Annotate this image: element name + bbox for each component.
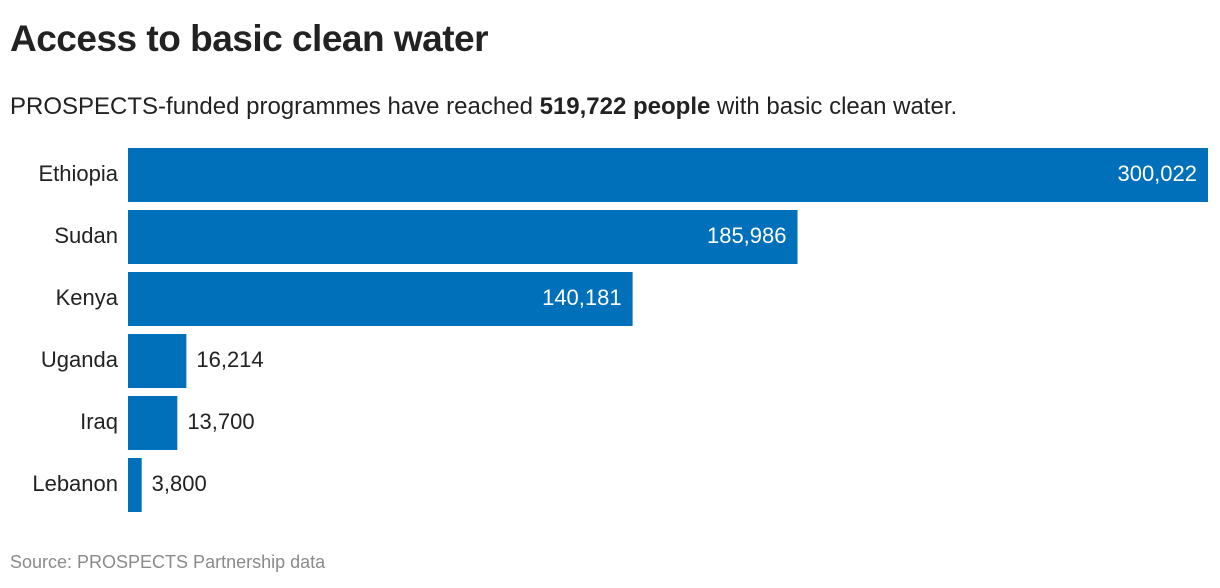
value-label: 16,214	[196, 347, 263, 372]
category-label: Ethiopia	[38, 161, 118, 186]
chart-title: Access to basic clean water	[10, 18, 489, 59]
category-label: Lebanon	[32, 471, 118, 496]
chart-source: Source: PROSPECTS Partnership data	[10, 552, 326, 572]
chart: Ethiopia 300,022 Sudan 185,986 Kenya 140,181 U…	[32, 148, 1208, 512]
value-label: 300,022	[1117, 161, 1197, 186]
bar	[128, 148, 1208, 202]
value-label: 140,181	[542, 285, 622, 310]
category-label: Kenya	[56, 285, 119, 310]
subtitle-text: PROSPECTS-funded programmes have reached	[10, 93, 533, 120]
bar	[128, 396, 178, 450]
bar	[128, 458, 142, 512]
category-label: Sudan	[54, 223, 118, 248]
subtitle-highlight: 519,722 people	[539, 93, 711, 120]
value-label: 185,986	[707, 223, 787, 248]
category-label: Uganda	[41, 347, 119, 372]
value-label: 13,700	[187, 409, 254, 434]
bar	[128, 210, 798, 264]
bar	[128, 334, 187, 388]
bar	[128, 272, 633, 326]
value-label: 3,800	[152, 471, 207, 496]
subtitle-text: with basic clean water.	[717, 93, 958, 120]
category-label: Iraq	[80, 409, 118, 434]
chart-subtitle: PROSPECTS-funded programmes have reached…	[10, 93, 957, 121]
